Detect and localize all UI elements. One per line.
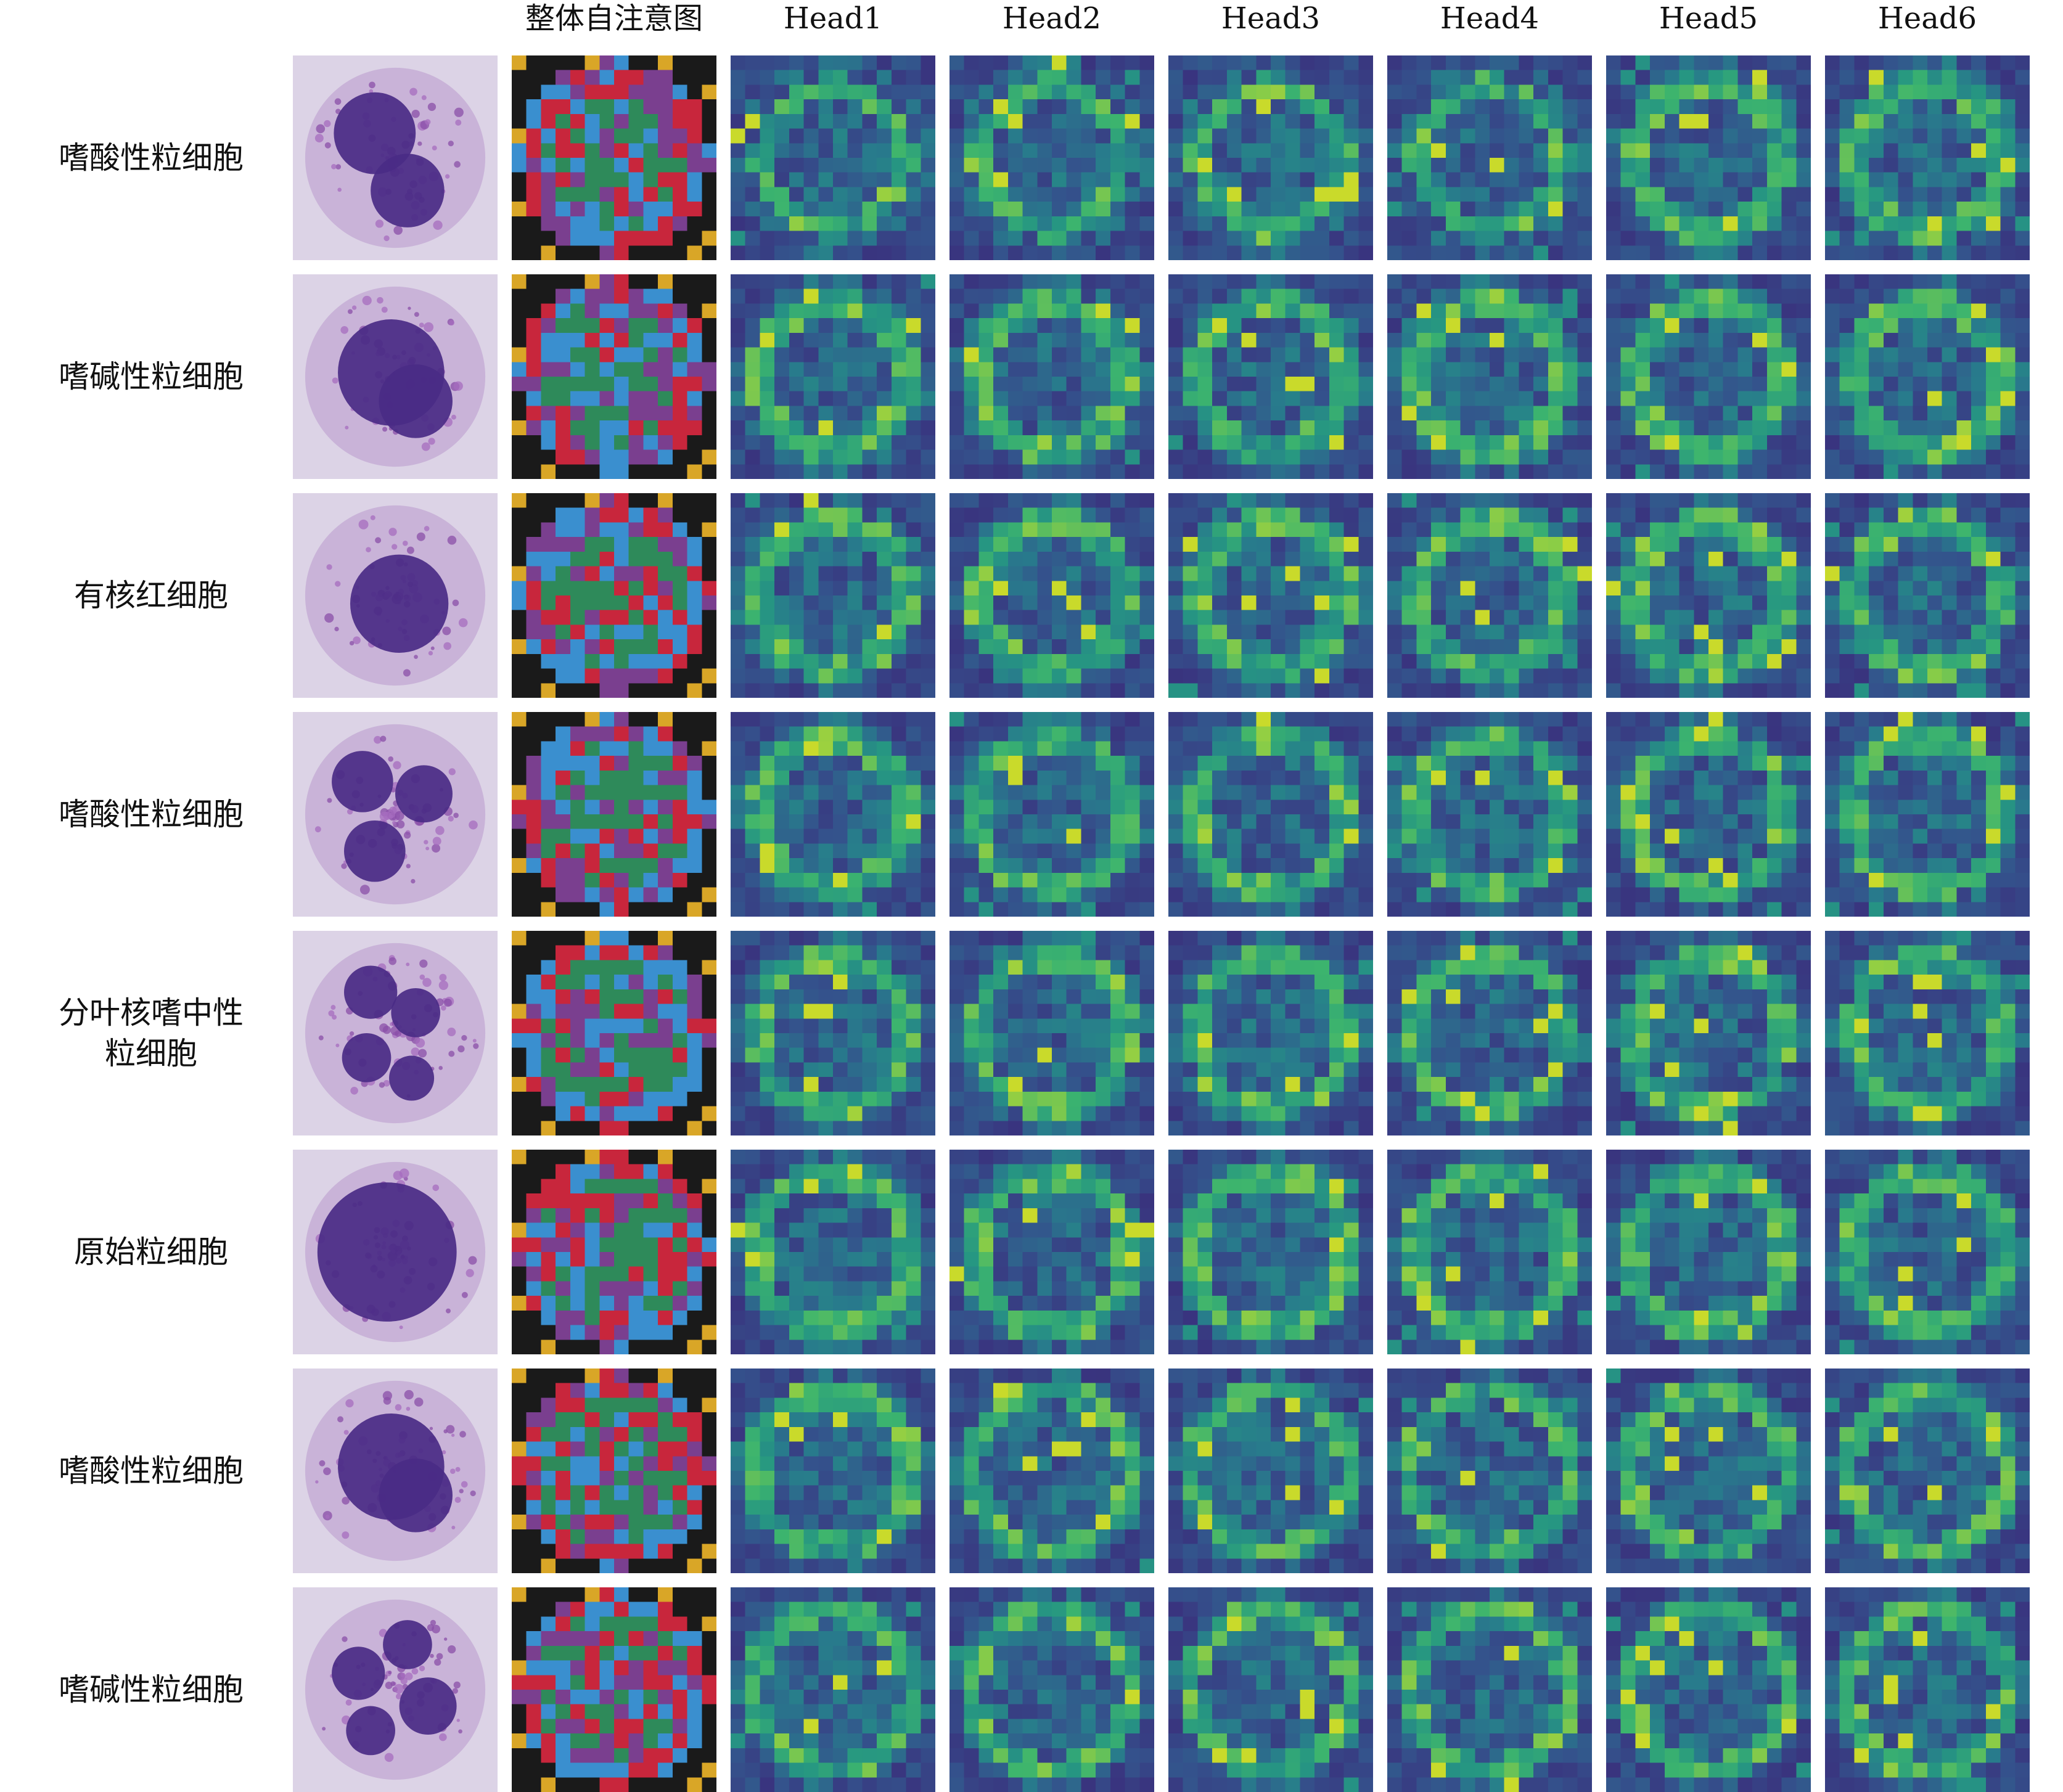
row-label-5: 原始粒细胞	[18, 1150, 284, 1354]
cell-image-3	[293, 712, 498, 917]
head3-attention-map-row-6	[1168, 1369, 1373, 1573]
head1-attention-map-row-4	[731, 931, 935, 1135]
column-header-4: Head4	[1381, 0, 1598, 49]
cell-image-4	[293, 931, 498, 1135]
head2-attention-map-row-6	[949, 1369, 1154, 1573]
head5-attention-map-row-7	[1606, 1587, 1811, 1792]
head2-attention-map-row-4	[949, 931, 1154, 1135]
overall-attention-map-row-7	[512, 1587, 716, 1792]
row-label-1: 嗜碱性粒细胞	[18, 274, 284, 479]
row-label-6: 嗜酸性粒细胞	[18, 1369, 284, 1573]
overall-attention-map-row-1	[512, 274, 716, 479]
row-label-text: 分叶核嗜中性粒细胞	[46, 992, 256, 1074]
head6-attention-map-row-6	[1825, 1369, 2030, 1573]
head3-attention-map-row-0	[1168, 55, 1373, 260]
head1-attention-map-row-7	[731, 1587, 935, 1792]
overall-attention-map-row-4	[512, 931, 716, 1135]
overall-attention-map-row-2	[512, 493, 716, 698]
overall-attention-map-row-0	[512, 55, 716, 260]
head4-attention-map-row-1	[1387, 274, 1592, 479]
head3-attention-map-row-5	[1168, 1150, 1373, 1354]
head1-attention-map-row-1	[731, 274, 935, 479]
column-header-5: Head5	[1600, 0, 1817, 49]
row-label-3: 嗜酸性粒细胞	[18, 712, 284, 917]
row-label-text: 嗜酸性粒细胞	[46, 794, 256, 835]
head6-attention-map-row-0	[1825, 55, 2030, 260]
head3-attention-map-row-4	[1168, 931, 1373, 1135]
row-label-7: 嗜碱性粒细胞	[18, 1587, 284, 1792]
cell-image-7	[293, 1587, 498, 1792]
head5-attention-map-row-4	[1606, 931, 1811, 1135]
head3-attention-map-row-3	[1168, 712, 1373, 917]
head4-attention-map-row-2	[1387, 493, 1592, 698]
head4-attention-map-row-7	[1387, 1587, 1592, 1792]
head4-attention-map-row-5	[1387, 1150, 1592, 1354]
head3-attention-map-row-1	[1168, 274, 1373, 479]
head5-attention-map-row-6	[1606, 1369, 1811, 1573]
head2-attention-map-row-1	[949, 274, 1154, 479]
overall-attention-map-row-6	[512, 1369, 716, 1573]
head4-attention-map-row-3	[1387, 712, 1592, 917]
row-label-text: 嗜碱性粒细胞	[46, 356, 256, 397]
head6-attention-map-row-7	[1825, 1587, 2030, 1792]
head3-attention-map-row-2	[1168, 493, 1373, 698]
row-label-text: 有核红细胞	[46, 575, 256, 616]
head3-attention-map-row-7	[1168, 1587, 1373, 1792]
head2-attention-map-row-2	[949, 493, 1154, 698]
head1-attention-map-row-3	[731, 712, 935, 917]
row-label-0: 嗜酸性粒细胞	[18, 55, 284, 260]
column-header-2: Head2	[943, 0, 1160, 49]
row-label-text: 嗜酸性粒细胞	[46, 1450, 256, 1491]
head1-attention-map-row-0	[731, 55, 935, 260]
head4-attention-map-row-6	[1387, 1369, 1592, 1573]
head1-attention-map-row-6	[731, 1369, 935, 1573]
head2-attention-map-row-7	[949, 1587, 1154, 1792]
cell-image-2	[293, 493, 498, 698]
head6-attention-map-row-2	[1825, 493, 2030, 698]
head1-attention-map-row-2	[731, 493, 935, 698]
head4-attention-map-row-4	[1387, 931, 1592, 1135]
head6-attention-map-row-5	[1825, 1150, 2030, 1354]
cell-image-1	[293, 274, 498, 479]
head4-attention-map-row-0	[1387, 55, 1592, 260]
column-header-3: Head3	[1162, 0, 1379, 49]
cell-image-5	[293, 1150, 498, 1354]
row-label-2: 有核红细胞	[18, 493, 284, 698]
head5-attention-map-row-3	[1606, 712, 1811, 917]
head1-attention-map-row-5	[731, 1150, 935, 1354]
column-header-1: Head1	[724, 0, 941, 49]
row-label-text: 原始粒细胞	[46, 1232, 256, 1272]
head2-attention-map-row-3	[949, 712, 1154, 917]
row-label-4: 分叶核嗜中性粒细胞	[18, 931, 284, 1135]
row-label-text: 嗜碱性粒细胞	[46, 1669, 256, 1710]
column-header-6: Head6	[1819, 0, 2036, 49]
overall-attention-map-row-3	[512, 712, 716, 917]
row-label-text: 嗜酸性粒细胞	[46, 137, 256, 178]
head5-attention-map-row-5	[1606, 1150, 1811, 1354]
head2-attention-map-row-5	[949, 1150, 1154, 1354]
head2-attention-map-row-0	[949, 55, 1154, 260]
cell-image-6	[293, 1369, 498, 1573]
head5-attention-map-row-2	[1606, 493, 1811, 698]
head5-attention-map-row-0	[1606, 55, 1811, 260]
cell-image-0	[293, 55, 498, 260]
head5-attention-map-row-1	[1606, 274, 1811, 479]
head6-attention-map-row-1	[1825, 274, 2030, 479]
head6-attention-map-row-4	[1825, 931, 2030, 1135]
head6-attention-map-row-3	[1825, 712, 2030, 917]
overall-attention-map-row-5	[512, 1150, 716, 1354]
column-header-0: 整体自注意图	[506, 0, 723, 49]
